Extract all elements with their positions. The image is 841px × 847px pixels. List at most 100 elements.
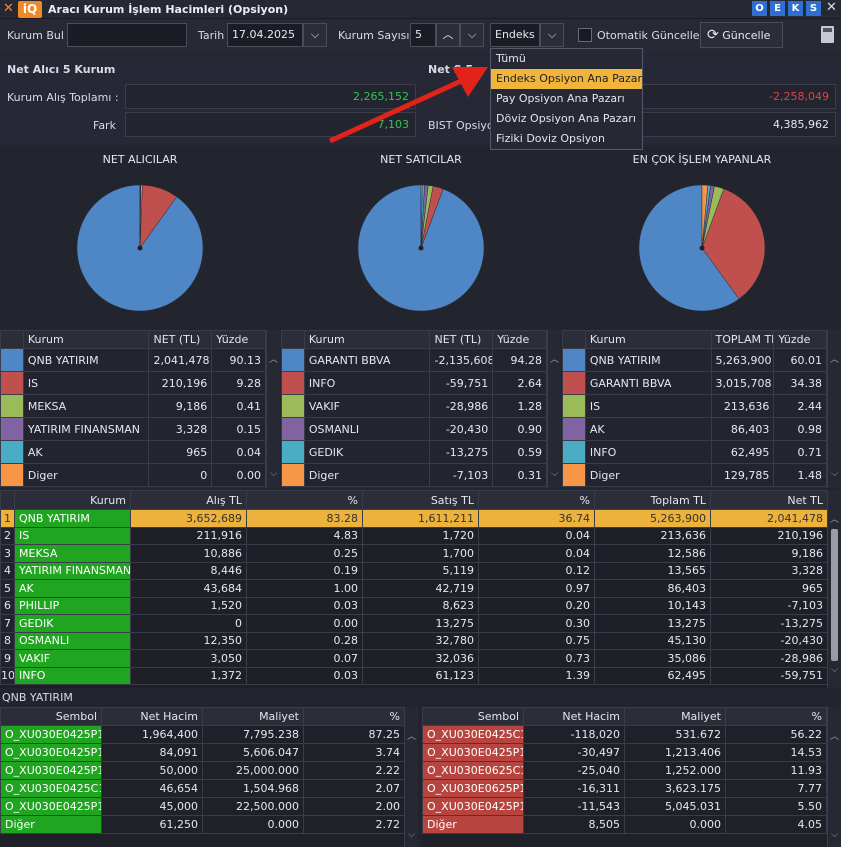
- table-row[interactable]: O_XU030E0625P10 -16,311 3,623.175 7.77: [422, 779, 827, 798]
- column-header[interactable]: %: [303, 707, 405, 726]
- column-header[interactable]: Kurum: [14, 490, 131, 510]
- market-dropdown-button[interactable]: ⌵: [540, 23, 564, 47]
- table-row[interactable]: IS 213,636 2.44: [562, 394, 827, 418]
- table-row[interactable]: QNB YATIRIM 5,263,900 60.01: [562, 348, 827, 372]
- table-row[interactable]: Diger -7,103 0.31: [281, 463, 547, 487]
- column-header[interactable]: Net TL: [710, 490, 828, 510]
- scrollbar[interactable]: ︿ ⌵: [827, 707, 841, 847]
- column-header[interactable]: Maliyet: [624, 707, 726, 726]
- scrollbar[interactable]: ︿ ⌵: [827, 490, 841, 688]
- table-row[interactable]: Diğer 8,505 0.000 4.05: [422, 815, 827, 834]
- table-row[interactable]: 7 GEDIK 0 0.00 13,275 0.30 13,275 -13,275: [0, 614, 828, 633]
- decrement-button[interactable]: ⌵: [460, 23, 484, 47]
- calculator-icon[interactable]: [821, 26, 834, 43]
- table-row[interactable]: 9 VAKIF 3,050 0.07 32,036 0.73 35,086 -28,986: [0, 649, 828, 668]
- column-header[interactable]: Alış TL: [130, 490, 247, 510]
- table-row[interactable]: 4 YATIRIM FINANSMAN 8,446 0.19 5,119 0.12 13,5…: [0, 561, 828, 580]
- dropdown-option[interactable]: Endeks Opsiyon Ana Pazarı: [491, 69, 645, 89]
- table-row[interactable]: IS 210,196 9.28: [0, 371, 266, 395]
- column-header[interactable]: Toplam TL: [594, 490, 711, 510]
- market-dropdown-list[interactable]: Tümü Endeks Opsiyon Ana Pazarı Pay Opsiyon…: [490, 48, 645, 150]
- table-row[interactable]: 10 INFO 1,372 0.03 61,123 1.39 62,495 -59,751: [0, 666, 828, 685]
- column-header[interactable]: Yüzde: [211, 330, 266, 349]
- column-header[interactable]: Sembol: [0, 707, 102, 726]
- column-header[interactable]: TOPLAM TL: [710, 330, 775, 349]
- column-header[interactable]: Sembol: [422, 707, 524, 726]
- table-row[interactable]: 3 MEKSA 10,886 0.25 1,700 0.04 12,586 9,186: [0, 544, 828, 563]
- table-row[interactable]: O_XU030E0425P10 -11,543 5,045.031 5.50: [422, 797, 827, 816]
- increment-button[interactable]: ︿: [436, 23, 460, 47]
- s-button[interactable]: S: [806, 1, 821, 16]
- tarih-input[interactable]: 17.04.2025: [227, 23, 303, 47]
- table-row[interactable]: YATIRIM FINANSMAN 3,328 0.15: [0, 417, 266, 441]
- table-row[interactable]: OSMANLI -20,430 0.90: [281, 417, 547, 441]
- e-button[interactable]: E: [770, 1, 785, 16]
- table-row[interactable]: 8 OSMANLI 12,350 0.28 32,780 0.75 45,130 -20,43…: [0, 631, 828, 650]
- table-row[interactable]: VAKIF -28,986 1.28: [281, 394, 547, 418]
- table-row[interactable]: Diger 0 0.00: [0, 463, 266, 487]
- scrollbar[interactable]: ︿ ⌵: [547, 330, 561, 488]
- table-row[interactable]: Diğer 61,250 0.000 2.72: [0, 815, 405, 834]
- table-cell: 0.73: [478, 649, 595, 668]
- table-row[interactable]: 5 AK 43,684 1.00 42,719 0.97 86,403 965: [0, 579, 828, 598]
- column-header[interactable]: Satış TL: [362, 490, 479, 510]
- column-header[interactable]: NET (TL): [148, 330, 213, 349]
- auto-update-checkbox[interactable]: [578, 28, 592, 42]
- table-row[interactable]: GARANTI BBVA 3,015,708 34.38: [562, 371, 827, 395]
- update-button[interactable]: ⟳ Güncelle: [700, 22, 783, 48]
- table-row[interactable]: INFO -59,751 2.64: [281, 371, 547, 395]
- table-row[interactable]: 1 QNB YATIRIM 3,652,689 83.28 1,611,211 36.74…: [0, 509, 828, 528]
- market-select[interactable]: Endeks C: [490, 23, 540, 47]
- table-row[interactable]: INFO 62,495 0.71: [562, 440, 827, 464]
- table-row[interactable]: O_XU030E0425P10 -30,497 1,213.406 14.53: [422, 743, 827, 762]
- symbol-cell: O_XU030E0425C10: [0, 779, 102, 798]
- table-row[interactable]: O_XU030E0425P11 1,964,400 7,795.238 87.25: [0, 725, 405, 744]
- k-button[interactable]: K: [788, 1, 803, 16]
- column-header[interactable]: %: [246, 490, 363, 510]
- table-row[interactable]: O_XU030E0425P10 84,091 5,606.047 3.74: [0, 743, 405, 762]
- column-header[interactable]: NET (TL): [429, 330, 494, 349]
- dropdown-option[interactable]: Tümü: [496, 52, 526, 65]
- column-header[interactable]: %: [725, 707, 827, 726]
- close-icon[interactable]: ✕: [826, 0, 837, 15]
- table-row[interactable]: QNB YATIRIM 2,041,478 90.13: [0, 348, 266, 372]
- table-row[interactable]: O_XU030E0425P12 50,000 25,000.000 2.22: [0, 761, 405, 780]
- scrollbar[interactable]: ︿ ⌵: [404, 707, 418, 847]
- table-row[interactable]: AK 86,403 0.98: [562, 417, 827, 441]
- column-header[interactable]: Kurum: [303, 330, 431, 349]
- dropdown-option[interactable]: Döviz Opsiyon Ana Pazarı: [496, 112, 636, 125]
- column-header[interactable]: Kurum: [22, 330, 150, 349]
- column-header[interactable]: Yüzde: [773, 330, 827, 349]
- dropdown-option[interactable]: Fiziki Doviz Opsiyon: [496, 132, 606, 145]
- column-header[interactable]: Net Hacim: [101, 707, 203, 726]
- table-cell: -118,020: [523, 725, 625, 744]
- table-row[interactable]: O_XU030E0425P12 45,000 22,500.000 2.00: [0, 797, 405, 816]
- column-header[interactable]: Maliyet: [202, 707, 304, 726]
- table-row[interactable]: AK 965 0.04: [0, 440, 266, 464]
- row-number: 1: [0, 509, 15, 528]
- table-row[interactable]: GARANTI BBVA -2,135,608 94.28: [281, 348, 547, 372]
- table-cell: 4.05: [725, 815, 827, 834]
- close-small-icon[interactable]: ✕: [3, 1, 14, 16]
- o-button[interactable]: O: [752, 1, 767, 16]
- scrollbar[interactable]: ︿ ⌵: [266, 330, 280, 488]
- table-row[interactable]: 2 IS 211,916 4.83 1,720 0.04 213,636 210,196: [0, 526, 828, 545]
- column-header[interactable]: Yüzde: [492, 330, 547, 349]
- kurum-sayisi-input[interactable]: 5: [410, 23, 436, 47]
- table-cell: 0.04: [478, 544, 595, 563]
- column-header[interactable]: Kurum: [584, 330, 712, 349]
- column-header[interactable]: %: [478, 490, 595, 510]
- column-header[interactable]: Net Hacim: [523, 707, 625, 726]
- table-row[interactable]: 6 PHILLIP 1,520 0.03 8,623 0.20 10,143 -7,103: [0, 596, 828, 615]
- table-row[interactable]: Diger 129,785 1.48: [562, 463, 827, 487]
- scrollbar-thumb[interactable]: [831, 529, 838, 661]
- dropdown-option[interactable]: Pay Opsiyon Ana Pazarı: [496, 92, 625, 105]
- table-row[interactable]: GEDIK -13,275 0.59: [281, 440, 547, 464]
- table-row[interactable]: MEKSA 9,186 0.41: [0, 394, 266, 418]
- calendar-dropdown-button[interactable]: ⌵: [303, 23, 327, 47]
- kurum-bul-input[interactable]: [67, 23, 187, 47]
- scrollbar[interactable]: ︿ ⌵: [827, 330, 841, 488]
